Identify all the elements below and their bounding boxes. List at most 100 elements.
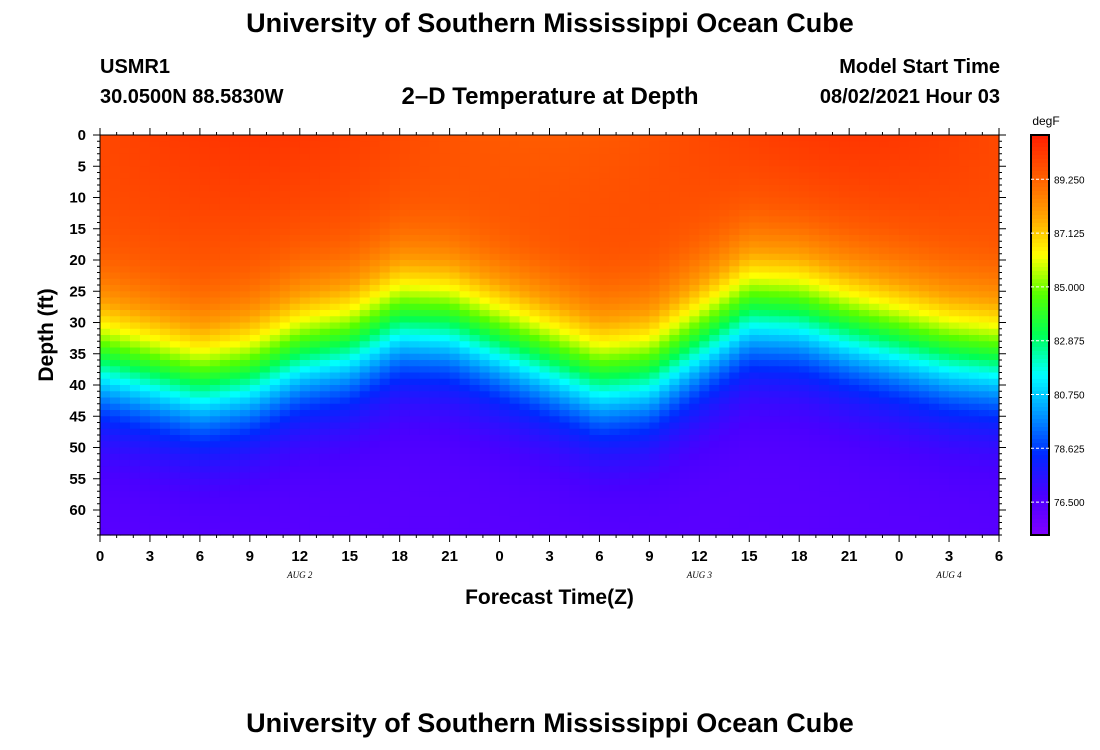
heatmap-cell [169, 297, 181, 305]
heatmap-cell [699, 472, 710, 480]
heatmap-cell [359, 203, 371, 211]
heatmap-cell [159, 166, 171, 174]
heatmap-cell [699, 422, 710, 430]
heatmap-cell [449, 347, 461, 355]
heatmap-cell [369, 391, 381, 399]
heatmap-cell [779, 491, 790, 499]
heatmap-cell [119, 310, 131, 317]
heatmap-cell [629, 316, 640, 324]
heatmap-cell [479, 297, 491, 305]
heatmap-cell [409, 260, 421, 267]
heatmap-cell [769, 416, 780, 424]
heatmap-cell [629, 385, 640, 392]
heatmap-cell [279, 366, 291, 374]
heatmap-cell [179, 516, 191, 524]
heatmap-cell [729, 472, 740, 480]
heatmap-cell [849, 472, 860, 480]
heatmap-cell [829, 341, 840, 349]
heatmap-cell [119, 160, 131, 167]
heatmap-cell [319, 528, 331, 536]
heatmap-cell [499, 528, 511, 536]
heatmap-cell [829, 503, 840, 511]
heatmap-cell [459, 372, 471, 380]
heatmap-cell [309, 328, 321, 336]
heatmap-cell [349, 178, 361, 186]
heatmap-cell [439, 472, 451, 480]
heatmap-cell [119, 528, 131, 536]
heatmap-cell [619, 247, 631, 255]
heatmap-cell [839, 210, 850, 217]
heatmap-cell [769, 460, 780, 467]
heatmap-cell [839, 503, 850, 511]
heatmap-cell [109, 372, 121, 380]
heatmap-cell [369, 397, 381, 405]
heatmap-cell [499, 260, 511, 267]
heatmap-cell [179, 522, 191, 530]
heatmap-cell [669, 172, 680, 180]
heatmap-cell [839, 316, 850, 324]
heatmap-cell [249, 147, 261, 155]
heatmap-cell [829, 153, 840, 161]
heatmap-cell [649, 466, 660, 474]
heatmap-cell [309, 228, 321, 236]
heatmap-cell [499, 435, 511, 442]
heatmap-cell [339, 378, 351, 386]
heatmap-cell [189, 478, 201, 486]
heatmap-cell [489, 197, 501, 205]
heatmap-cell [379, 210, 391, 217]
heatmap-cell [329, 210, 341, 217]
heatmap-cell [419, 522, 431, 530]
heatmap-cell [639, 472, 650, 480]
heatmap-cell [429, 166, 441, 174]
heatmap-cell [189, 297, 201, 305]
heatmap-cell [499, 272, 511, 280]
heatmap-cell [769, 322, 780, 330]
heatmap-cell [839, 441, 850, 449]
heatmap-cell [769, 228, 780, 236]
heatmap-cell [319, 160, 331, 167]
heatmap-cell [859, 297, 870, 305]
heatmap-cell [829, 378, 840, 386]
heatmap-cell [489, 397, 501, 405]
heatmap-cell [349, 335, 361, 342]
heatmap-cell [599, 322, 611, 330]
heatmap-cell [639, 347, 650, 355]
heatmap-cell [439, 510, 451, 517]
heatmap-cell [719, 397, 730, 405]
heatmap-cell [589, 347, 601, 355]
heatmap-cell [399, 435, 411, 442]
heatmap-cell [699, 503, 710, 511]
heatmap-cell [669, 435, 680, 442]
heatmap-cell [579, 378, 591, 386]
heatmap-cell [579, 197, 591, 205]
heatmap-cell [519, 360, 531, 367]
heatmap-cell [219, 178, 231, 186]
heatmap-cell [269, 491, 281, 499]
heatmap-cell [329, 178, 341, 186]
heatmap-cell [659, 172, 670, 180]
heatmap-cell [479, 235, 491, 242]
heatmap-cell [169, 147, 181, 155]
heatmap-cell [779, 328, 790, 336]
heatmap-cell [869, 497, 880, 505]
heatmap-cell [809, 253, 820, 261]
heatmap-cell [829, 241, 840, 249]
heatmap-cell [549, 428, 561, 436]
heatmap-cell [429, 410, 441, 417]
heatmap-cell [449, 416, 461, 424]
heatmap-cell [609, 403, 621, 411]
heatmap-cell [309, 397, 321, 405]
heatmap-cell [269, 141, 281, 149]
heatmap-cell [719, 197, 730, 205]
heatmap-cell [569, 285, 581, 292]
heatmap-cell [299, 353, 311, 361]
heatmap-cell [599, 472, 611, 480]
heatmap-cell [339, 253, 351, 261]
heatmap-cell [349, 360, 361, 367]
heatmap-cell [839, 466, 850, 474]
heatmap-cell [509, 153, 521, 161]
heatmap-cell [499, 241, 511, 249]
heatmap-cell [309, 472, 321, 480]
heatmap-cell [109, 216, 121, 224]
heatmap-cell [259, 310, 271, 317]
